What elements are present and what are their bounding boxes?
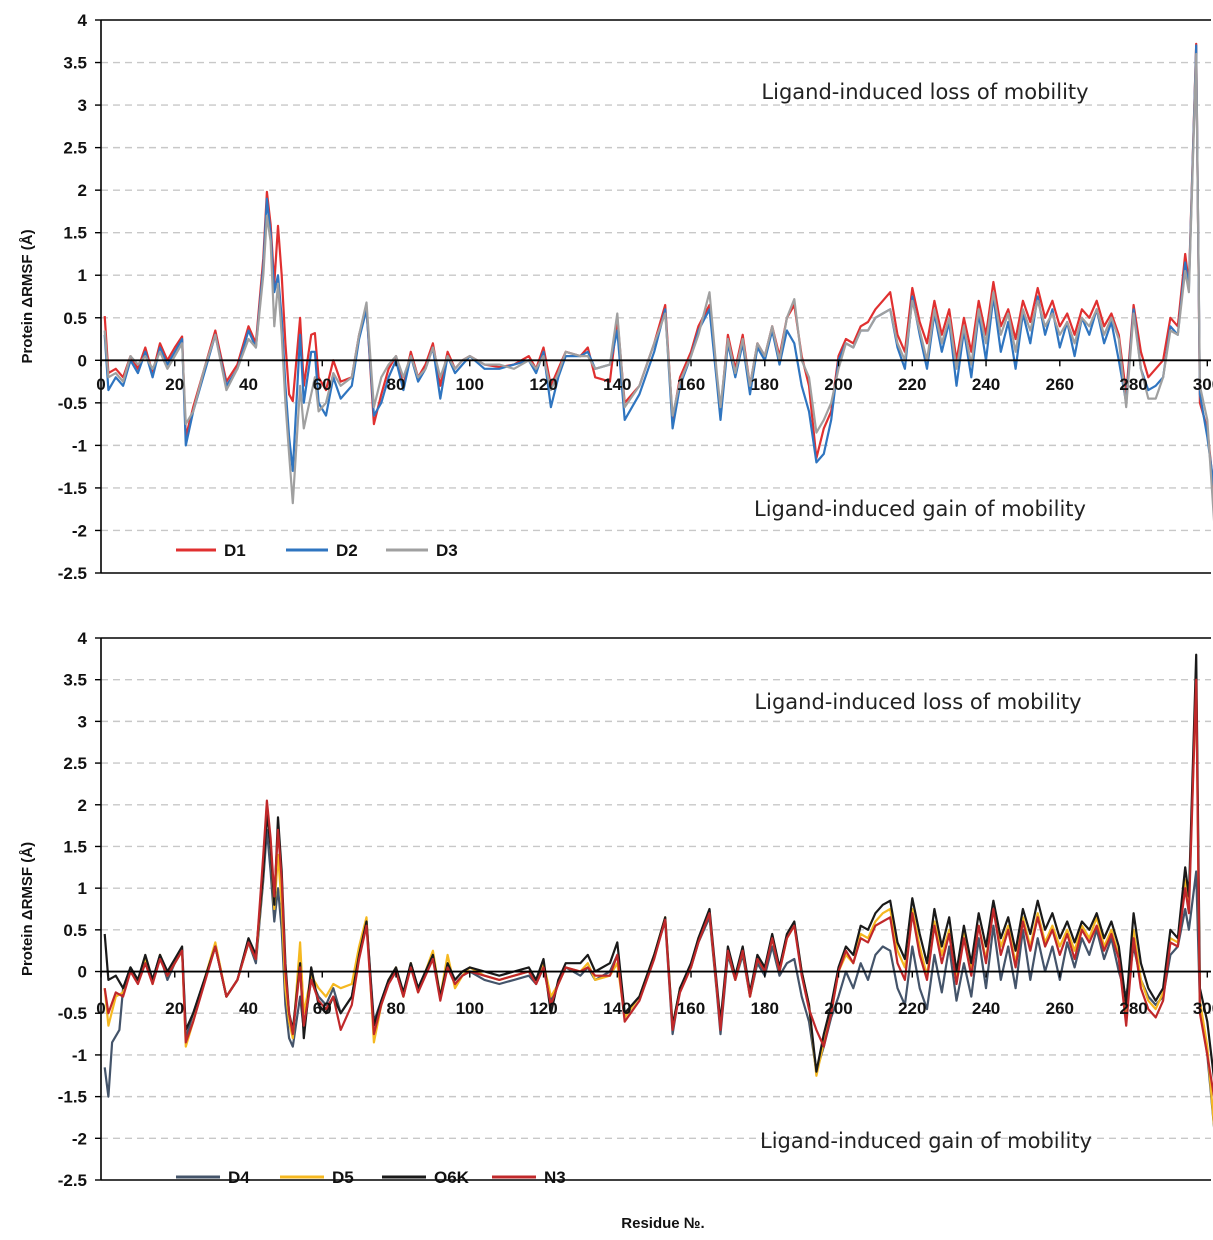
x-tick-label: 220 — [898, 375, 926, 394]
y-tick-label: 2.5 — [63, 139, 87, 158]
y-tick-label: -2.5 — [58, 1171, 87, 1190]
y-tick-label: 4 — [78, 629, 88, 648]
y-tick-label: -0.5 — [58, 394, 87, 413]
chart-panel-bottom: -2.5 -2 -1.5 -1 -0.5 0 0.5 1 1.5 2 2.5 3 3.5 4 Protein… — [19, 629, 1213, 1190]
y-tick-label: 1 — [78, 266, 87, 285]
x-tick-label: 180 — [751, 999, 779, 1018]
annotation-loss-of-mobility: Ligand-induced loss of mobility — [754, 690, 1081, 714]
legend-label-o6k: O6K — [434, 1168, 470, 1187]
y-tick-label: 3.5 — [63, 54, 87, 73]
series-line-d1 — [103, 42, 1213, 495]
y-tick-label: -1 — [72, 1046, 87, 1065]
legend-label-d2: D2 — [336, 541, 358, 560]
y-tick-label: 4 — [78, 11, 88, 30]
x-tick-label: 80 — [387, 999, 406, 1018]
y-tick-label: -2 — [72, 521, 87, 540]
annotation-gain-of-mobility: Ligand-induced gain of mobility — [760, 1129, 1092, 1153]
x-tick-label: 100 — [456, 375, 484, 394]
x-tick-label: 20 — [165, 375, 184, 394]
x-tick-label: 260 — [1046, 375, 1074, 394]
y-tick-label: 2 — [78, 181, 87, 200]
legend-label-d5: D5 — [332, 1168, 354, 1187]
legend-label-d1: D1 — [224, 541, 246, 560]
x-tick-label: 220 — [898, 999, 926, 1018]
y-tick-label: -2 — [72, 1129, 87, 1148]
x-tick-label: 0 — [96, 999, 105, 1018]
x-tick-label: 200 — [824, 375, 852, 394]
y-tick-label: 3.5 — [63, 671, 87, 690]
y-tick-label: -2.5 — [58, 564, 87, 583]
x-tick-label: 260 — [1046, 999, 1074, 1018]
x-tick-label: 100 — [456, 999, 484, 1018]
x-tick-label: 240 — [972, 999, 1000, 1018]
y-tick-label: 0 — [78, 963, 87, 982]
y-axis-label: Protein ΔRMSF (Å) — [19, 842, 36, 976]
y-tick-label: 1 — [78, 879, 87, 898]
annotation-gain-of-mobility: Ligand-induced gain of mobility — [754, 497, 1086, 521]
series-line-d3 — [103, 52, 1213, 522]
legend-label-n3: N3 — [544, 1168, 566, 1187]
chart-panel-top: -2.5 -2 -1.5 -1 -0.5 0 0.5 1 1.5 2 2.5 3 3.5 4 Protein… — [19, 11, 1213, 583]
x-tick-label: 140 — [603, 375, 631, 394]
legend-label-d4: D4 — [228, 1168, 250, 1187]
y-tick-label: 0 — [78, 351, 87, 370]
y-tick-label: 3 — [78, 712, 87, 731]
y-tick-label: 0.5 — [63, 309, 87, 328]
y-tick-label: 3 — [78, 96, 87, 115]
x-tick-label: 0 — [96, 375, 105, 394]
legend: D1 D2 D3 — [176, 541, 458, 560]
x-axis-label: Residue №. — [621, 1215, 704, 1232]
x-tick-label: 40 — [239, 375, 258, 394]
x-tick-label: 160 — [677, 375, 705, 394]
y-tick-label: 2 — [78, 796, 87, 815]
x-tick-label: 280 — [1119, 999, 1147, 1018]
legend-label-d3: D3 — [436, 541, 458, 560]
x-tick-label: 60 — [313, 999, 332, 1018]
y-axis-label: Protein ΔRMSF (Å) — [19, 229, 36, 363]
y-tick-label: 1.5 — [63, 224, 87, 243]
x-tick-label: 120 — [529, 999, 557, 1018]
x-tick-label: 120 — [529, 375, 557, 394]
x-tick-label: 80 — [387, 375, 406, 394]
y-tick-label: 0.5 — [63, 921, 87, 940]
annotation-loss-of-mobility: Ligand-induced loss of mobility — [761, 80, 1088, 104]
x-tick-label: 20 — [165, 999, 184, 1018]
y-tick-label: -0.5 — [58, 1004, 87, 1023]
y-tick-label: 1.5 — [63, 837, 87, 856]
x-tick-label: 240 — [972, 375, 1000, 394]
x-tick-label: 160 — [677, 999, 705, 1018]
y-tick-label: -1 — [72, 436, 87, 455]
x-tick-label: 40 — [239, 999, 258, 1018]
x-tick-label: 60 — [313, 375, 332, 394]
legend: D4 D5 O6K N3 — [176, 1168, 566, 1187]
y-tick-label: -1.5 — [58, 479, 87, 498]
x-tick-label: 300 — [1193, 999, 1213, 1018]
y-tick-label: 2.5 — [63, 754, 87, 773]
series-line-o6k — [103, 653, 1213, 1080]
x-tick-label: 200 — [824, 999, 852, 1018]
x-tick-label: 280 — [1119, 375, 1147, 394]
x-tick-label: 140 — [603, 999, 631, 1018]
y-tick-label: -1.5 — [58, 1088, 87, 1107]
series-line-n3 — [103, 678, 1213, 1098]
x-tick-label: 180 — [751, 375, 779, 394]
x-tick-label: 300 — [1193, 375, 1213, 394]
